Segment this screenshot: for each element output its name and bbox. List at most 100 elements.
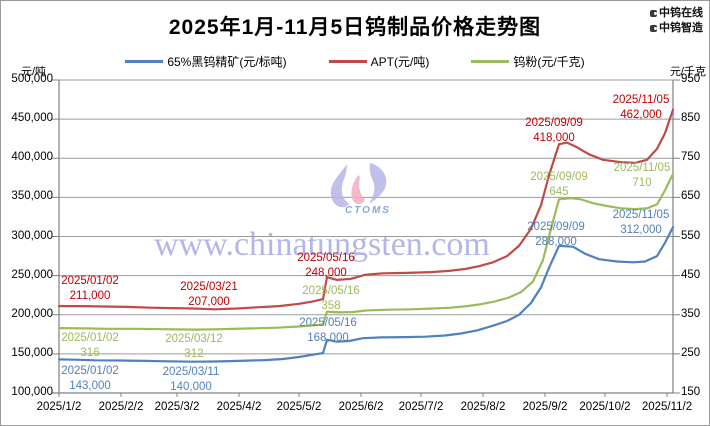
legend-label: 钨粉(元/千克) [513,55,585,69]
annotation-value: 312 [184,348,204,360]
data-annotation: 2025/11/05 312,000 [593,208,689,238]
right-axis-tick-label: 950 [681,73,701,85]
legend-item-2: 钨粉(元/千克) [471,53,585,70]
annotation-value: 358 [321,300,341,312]
annotation-date: 2025/05/16 [299,317,357,329]
x-axis-tick-label: 2025/3/2 [154,401,200,413]
data-annotation: 2025/03/12 312 [146,332,242,362]
left-axis-tick-label: 500,000 [11,73,53,85]
brand-line-2: 中钨智造 [650,21,703,36]
series-line-1 [57,108,675,311]
left-axis-tick-label: 400,000 [11,151,53,164]
data-annotation: 2025/01/02 143,000 [42,364,138,394]
annotation-value: 248,000 [305,267,347,279]
left-axis-tick-label: 200,000 [11,307,53,320]
data-annotation: 2025/05/16 248,000 [278,251,374,281]
annotation-date: 2025/11/05 [612,209,670,221]
right-axis-tick-label: 750 [681,151,701,164]
data-annotation: 2025/09/09 418,000 [506,116,602,146]
data-annotation: 2025/01/02 316 [42,331,138,361]
x-axis-tick-label: 2025/2/2 [98,401,144,413]
annotation-value: 645 [549,186,569,198]
data-annotation: 2025/01/02 211,000 [42,274,138,304]
x-axis-tick-label: 2025/11/2 [641,401,693,413]
data-annotation: 2025/09/09 645 [511,170,607,200]
data-annotation: 2025/11/05 462,000 [593,93,689,123]
left-axis-tick-label: 100,000 [11,386,53,398]
annotation-date: 2025/11/05 [613,162,671,174]
annotation-date: 2025/01/02 [61,332,119,344]
annotation-value: 211,000 [69,290,111,302]
x-axis-tick-label: 2025/4/2 [216,401,262,413]
watermark-text: www.chinatungsten.com [154,226,490,263]
right-axis-tick-label: 350 [681,307,701,320]
right-axis-tick-label: 450 [681,268,701,281]
data-annotation: 2025/05/16 168,000 [280,316,376,346]
x-axis-tick-label: 2025/6/2 [338,401,384,413]
x-axis-tick-label: 2025/7/2 [398,401,444,413]
annotation-value: 418,000 [533,132,575,144]
legend-item-0: 65%黑钨精矿(元/标吨) [125,53,287,70]
annotation-value: 316 [80,347,100,359]
right-axis-unit: 元/千克 [669,66,706,78]
data-annotation: 2025/11/05 710 [594,161,690,191]
left-axis-tick-label: 300,000 [11,229,53,242]
annotation-value: 288,000 [535,236,577,248]
annotation-value: 140,000 [170,381,212,393]
annotation-date: 2025/11/05 [612,94,670,106]
annotation-date: 2025/05/16 [302,285,360,297]
legend-swatch-icon [125,60,164,63]
annotation-value: 462,000 [620,109,662,121]
logo-flame-left [330,164,349,208]
series-line-0 [57,226,675,363]
brand-logo-icon [650,10,657,17]
brand-text-2: 中钨智造 [659,22,703,34]
left-axis-tick-label: 250,000 [11,268,53,281]
x-axis-tick-label: 2025/1/2 [36,401,82,413]
x-axis-tick-label: 2025/9/2 [522,401,568,413]
logo-flame-right [369,163,387,204]
annotation-value: 143,000 [69,380,111,392]
right-axis-tick-label: 850 [681,112,701,125]
legend: 65%黑钨精矿(元/标吨) APT(元/吨) 钨粉(元/千克) [1,53,709,70]
data-annotation: 2025/03/11 140,000 [143,365,239,395]
annotation-date: 2025/03/12 [165,333,223,345]
annotation-date: 2025/01/02 [61,275,119,287]
legend-item-1: APT(元/吨) [328,53,430,70]
legend-swatch-icon [328,60,367,63]
brand-line-1: 中钨在线 [650,6,703,21]
annotation-value: 710 [632,177,652,189]
annotation-date: 2025/09/09 [525,117,583,129]
legend-swatch-icon [471,60,510,63]
brand-logo-icon [650,25,657,32]
chart-title: 2025年1月-11月5日钨制品价格走势图 [168,16,542,39]
annotation-date: 2025/03/21 [180,281,238,293]
right-axis-tick-label: 150 [681,386,701,398]
right-axis-tick-label: 650 [681,190,701,203]
x-axis-tick-label: 2025/8/2 [460,401,506,413]
left-axis-tick-label: 150,000 [11,346,53,359]
data-annotation: 2025/03/21 207,000 [161,280,257,310]
watermark-logo [330,163,387,208]
right-axis-tick-label: 250 [681,346,701,359]
left-axis-tick-label: 450,000 [11,112,53,125]
left-axis-unit: 元/吨 [21,66,47,78]
annotation-value: 312,000 [620,224,662,236]
annotation-date: 2025/09/09 [530,171,588,183]
x-axis-tick-label: 2025/10/2 [579,401,631,413]
brand-block: 中钨在线 中钨智造 [650,6,703,36]
annotation-date: 2025/03/11 [162,366,220,378]
annotation-date: 2025/09/09 [527,221,585,233]
legend-label: APT(元/吨) [370,55,430,69]
annotation-date: 2025/01/02 [61,365,119,377]
legend-label: 65%黑钨精矿(元/标吨) [167,55,287,69]
data-annotation: 2025/09/09 288,000 [508,220,604,250]
data-annotation: 2025/05/16 358 [283,284,379,314]
logo-flame-middle [351,175,365,205]
x-axis-tick-label: 2025/5/2 [276,401,322,413]
annotation-value: 207,000 [188,296,230,308]
left-axis-tick-label: 350,000 [11,190,53,203]
brand-text-1: 中钨在线 [659,7,703,19]
